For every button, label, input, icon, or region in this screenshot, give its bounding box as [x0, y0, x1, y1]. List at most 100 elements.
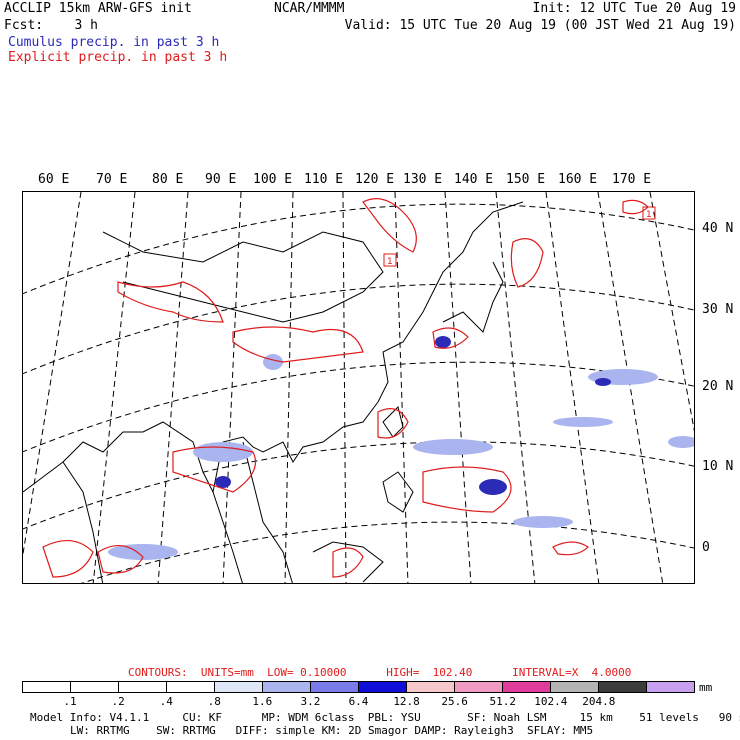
meridian-60e — [23, 192, 82, 557]
colorbar — [22, 681, 695, 693]
meridian-150e — [545, 192, 600, 583]
taiwan-outline — [382, 406, 404, 438]
explicit-contour — [377, 408, 409, 439]
explicit-contour — [97, 545, 144, 574]
cumulus-heavy — [215, 476, 231, 488]
cumulus-heavy — [435, 336, 451, 348]
model-info-line1: Model Info: V4.1.1 CU: KF MP: WDM 6class… — [30, 711, 740, 724]
forecast-hour: Fcst: 3 h — [4, 18, 98, 33]
meridian-100e — [284, 192, 294, 583]
colorbar-tick-label: 3.2 — [300, 695, 321, 708]
parallel-40n — [23, 203, 694, 295]
explicit-contour — [552, 541, 589, 556]
colorbar-tick-label: 6.4 — [348, 695, 369, 708]
colorbar-cell — [215, 682, 263, 692]
explicit-contour — [510, 238, 544, 288]
colorbar-tick-label: .8 — [207, 695, 221, 708]
colorbar-cell — [167, 682, 215, 692]
colorbar-cell — [407, 682, 455, 692]
lon-label: 170 E — [612, 172, 652, 187]
explicit-contour — [432, 327, 469, 349]
lon-label: 110 E — [304, 172, 344, 187]
india-east-coast — [212, 491, 243, 583]
colorbar-cell — [71, 682, 119, 692]
colorbar-cell — [263, 682, 311, 692]
india-west-coast — [62, 461, 104, 583]
cumulus-heavy-areas — [215, 336, 611, 495]
precip-map: 1 1 — [22, 191, 695, 584]
box-label: 1 — [646, 210, 652, 220]
map-canvas: 1 1 — [23, 192, 694, 583]
colorbar-cell — [503, 682, 551, 692]
box-markers: 1 1 — [383, 206, 656, 267]
explicit-contour — [422, 466, 512, 513]
lat-label: 20 N — [702, 379, 734, 394]
coastlines — [23, 201, 524, 583]
contour-info: CONTOURS: UNITS=mm LOW= 0.10000 HIGH= 10… — [128, 666, 632, 679]
cumulus-area — [513, 516, 573, 528]
explicit-contour — [42, 540, 94, 578]
run-title: ACCLIP 15km ARW-GFS init — [4, 1, 192, 16]
graticule — [23, 192, 694, 583]
lon-label: 90 E — [205, 172, 237, 187]
colorbar-tick-label: .4 — [159, 695, 173, 708]
borneo-outline — [312, 541, 384, 583]
center-name: NCAR/MMMM — [274, 1, 345, 16]
lon-label: 120 E — [355, 172, 395, 187]
indochina-coast — [242, 441, 293, 583]
interior-border — [102, 231, 384, 323]
cumulus-area — [553, 417, 613, 427]
lon-label: 100 E — [253, 172, 293, 187]
valid-time: Valid: 15 UTC Tue 20 Aug 19 (00 JST Wed … — [344, 18, 736, 33]
meridian-110e — [342, 192, 347, 583]
explicit-contour — [172, 446, 257, 493]
lat-label: 10 N — [702, 459, 734, 474]
parallel-10n — [23, 441, 694, 530]
model-info-line2: LW: RRTMG SW: RRTMG DIFF: simple KM: 2D … — [70, 724, 594, 737]
lon-label: 60 E — [38, 172, 70, 187]
philippines-outline — [382, 471, 414, 513]
colorbar-cell — [23, 682, 71, 692]
colorbar-tick-label: 102.4 — [534, 695, 568, 708]
colorbar-tick-label: .2 — [111, 695, 125, 708]
colorbar-cell — [551, 682, 599, 692]
colorbar-tick-label: 204.8 — [582, 695, 616, 708]
colorbar-cell — [359, 682, 407, 692]
lat-label: 0 — [702, 540, 710, 555]
colorbar-tick-label: 25.6 — [441, 695, 468, 708]
colorbar-units: mm — [699, 681, 713, 694]
cumulus-area — [668, 436, 694, 448]
lon-label: 130 E — [403, 172, 443, 187]
colorbar-cell — [311, 682, 359, 692]
cumulus-area — [263, 354, 283, 370]
meridian-140e — [495, 192, 536, 583]
colorbar-tick-label: 1.6 — [252, 695, 273, 708]
meridian-120e — [394, 192, 409, 583]
cumulus-heavy — [479, 479, 507, 495]
cumulus-area — [413, 439, 493, 455]
legend-cumulus: Cumulus precip. in past 3 h — [8, 35, 220, 50]
parallel-30n — [23, 283, 694, 375]
explicit-contour — [232, 326, 364, 363]
explicit-contour — [332, 547, 364, 578]
lon-label: 80 E — [152, 172, 184, 187]
meridian-70e — [92, 192, 136, 583]
colorbar-tick-label: .1 — [63, 695, 77, 708]
meridian-80e — [157, 192, 189, 583]
colorbar-cell — [119, 682, 167, 692]
meridian-170e — [649, 192, 694, 432]
colorbar-tick-label: 51.2 — [489, 695, 516, 708]
lon-label: 140 E — [454, 172, 494, 187]
meridian-130e — [444, 192, 472, 583]
cumulus-area — [108, 544, 178, 560]
box-marker — [383, 253, 397, 267]
colorbar-cell — [599, 682, 647, 692]
meridian-90e — [222, 192, 242, 583]
japan-outline — [442, 261, 504, 333]
parallel-0 — [80, 521, 694, 583]
lon-label: 150 E — [506, 172, 546, 187]
init-time: Init: 12 UTC Tue 20 Aug 19 — [532, 1, 737, 16]
colorbar-cell — [455, 682, 503, 692]
box-marker — [642, 206, 656, 220]
colorbar-cell — [647, 682, 694, 692]
